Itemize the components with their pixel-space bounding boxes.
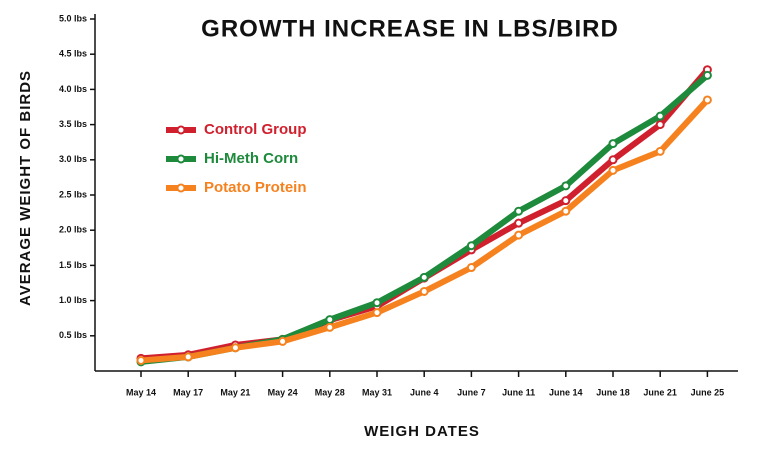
x-tick-label: May 17 — [173, 387, 203, 397]
data-point — [608, 165, 618, 175]
data-point — [278, 336, 288, 346]
x-tick-label: May 31 — [362, 387, 392, 397]
data-point — [655, 120, 665, 130]
legend-marker — [176, 154, 186, 164]
data-point — [372, 298, 382, 308]
x-tick-label: May 28 — [315, 387, 345, 397]
data-point — [514, 206, 524, 216]
data-point — [702, 95, 712, 105]
x-tick-label: June 11 — [502, 387, 535, 397]
x-tick-label: June 18 — [596, 387, 630, 397]
data-point — [608, 155, 618, 165]
data-point — [514, 230, 524, 240]
y-tick-label: 2.0 lbs — [59, 225, 87, 235]
legend-label: Control Group — [204, 121, 306, 138]
x-tick-label: June 14 — [549, 387, 583, 397]
series-line — [140, 73, 710, 365]
data-point — [466, 263, 476, 273]
data-point — [655, 111, 665, 121]
data-point — [136, 355, 146, 365]
x-tick-label: June 4 — [410, 387, 439, 397]
x-axis-label: WEIGH DATES — [364, 423, 480, 440]
y-tick-label: 1.5 lbs — [59, 260, 87, 270]
series-line — [140, 67, 710, 362]
y-tick-label: 3.0 lbs — [59, 154, 87, 164]
data-point — [655, 146, 665, 156]
data-point — [183, 352, 193, 362]
x-tick-label: June 21 — [643, 387, 677, 397]
legend-label: Hi-Meth Corn — [204, 150, 298, 167]
data-point — [325, 322, 335, 332]
x-tick-label: June 25 — [691, 387, 725, 397]
data-point — [561, 206, 571, 216]
y-tick-label: 0.5 lbs — [59, 330, 87, 340]
data-point — [419, 286, 429, 296]
data-point — [419, 272, 429, 282]
data-point — [561, 181, 571, 191]
data-point — [466, 241, 476, 251]
y-tick-label: 2.5 lbs — [59, 189, 87, 199]
legend-marker — [176, 125, 186, 135]
x-tick-label: May 14 — [126, 387, 156, 397]
x-tick-label: May 24 — [268, 387, 298, 397]
y-tick-label: 5.0 lbs — [59, 13, 87, 23]
y-tick-label: 1.0 lbs — [59, 295, 87, 305]
data-point — [702, 70, 712, 80]
data-point — [230, 343, 240, 353]
x-tick-label: May 21 — [220, 387, 250, 397]
legend-marker — [176, 183, 186, 193]
y-tick-label: 4.0 lbs — [59, 84, 87, 94]
data-point — [514, 218, 524, 228]
data-point — [608, 139, 618, 149]
y-tick-label: 3.5 lbs — [59, 119, 87, 129]
chart-title: GROWTH INCREASE IN LBS/BIRD — [201, 15, 619, 42]
data-point — [561, 196, 571, 206]
y-axis-label: AVERAGE WEIGHT OF BIRDS — [17, 70, 34, 306]
legend-label: Potato Protein — [204, 179, 307, 196]
data-point — [372, 308, 382, 318]
data-point — [325, 315, 335, 325]
y-tick-label: 4.5 lbs — [59, 49, 87, 59]
x-tick-label: June 7 — [457, 387, 486, 397]
